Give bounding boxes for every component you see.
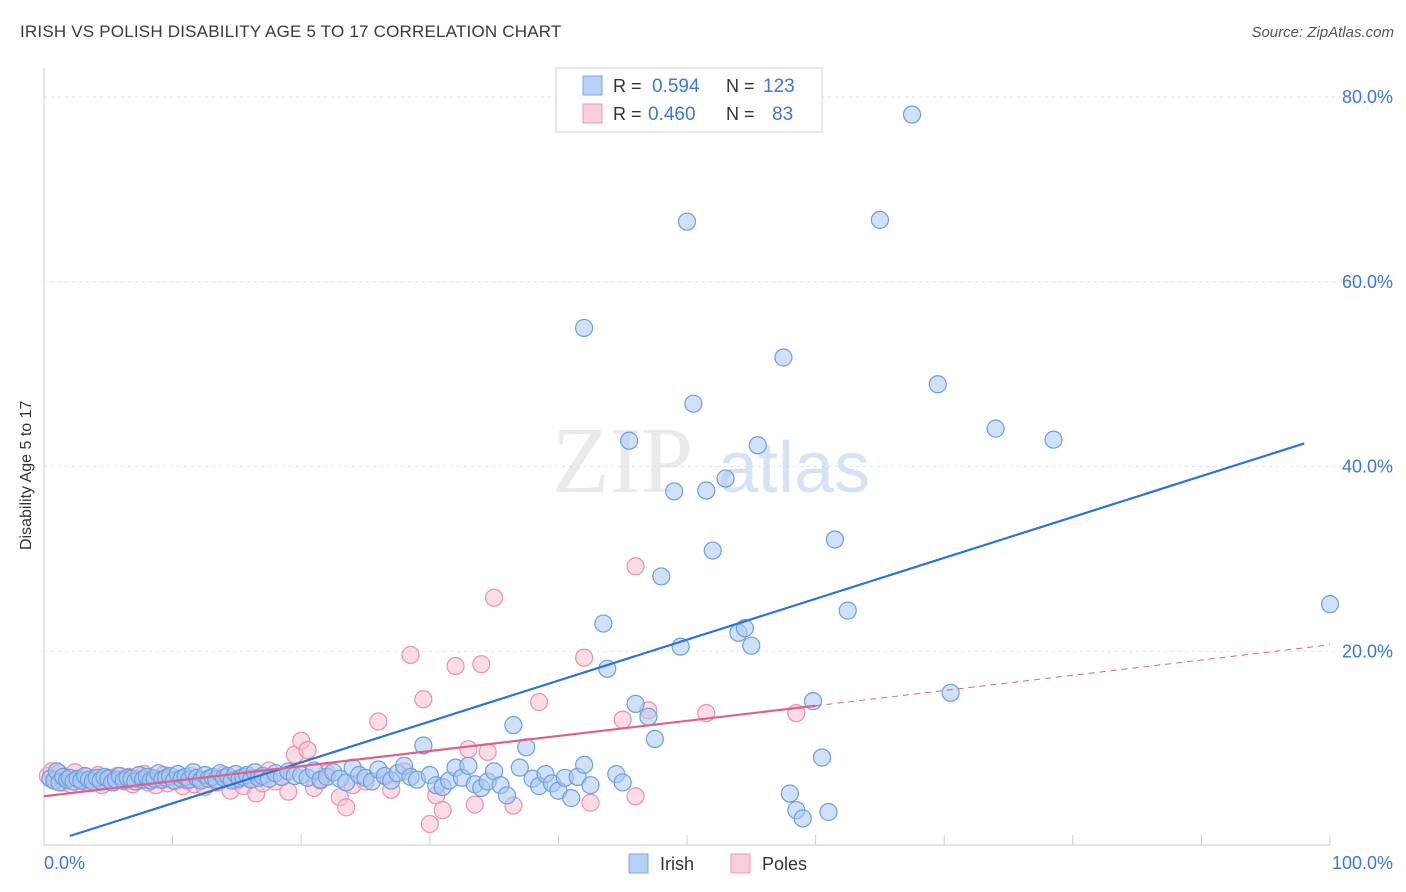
irish-point — [697, 481, 716, 500]
irish-point — [459, 756, 478, 775]
legend-poles-swatch — [582, 103, 603, 124]
legend-poles-r-value: 0.460 — [648, 104, 696, 125]
irish-point — [812, 748, 832, 767]
irish-point — [684, 394, 703, 413]
irish-point — [639, 707, 658, 726]
irish-point — [793, 809, 812, 828]
legend-irish-r-value: 0.594 — [652, 76, 700, 97]
poles-trendline-extension — [815, 644, 1331, 707]
x-tick-label-min: 0.0% — [44, 853, 85, 873]
bottom-legend-poles-label: Poles — [762, 854, 807, 874]
irish-point — [902, 105, 922, 124]
poles-point — [414, 690, 433, 709]
poles-series — [38, 557, 806, 834]
bottom-legend-poles-swatch — [730, 853, 751, 874]
legend-poles-n-label: N = — [726, 104, 755, 124]
poles-point — [459, 740, 478, 759]
grid-lines — [44, 96, 1392, 652]
legend-irish-n-value: 123 — [763, 76, 795, 97]
poles-point — [626, 787, 645, 806]
irish-point — [497, 786, 517, 805]
irish-point — [870, 210, 890, 229]
poles-point — [298, 740, 317, 760]
irish-point — [645, 729, 664, 749]
irish-point — [825, 530, 844, 549]
y-tick-label: 20.0% — [1342, 641, 1393, 661]
irish-point — [594, 614, 613, 633]
poles-point — [575, 648, 594, 667]
y-tick-label: 80.0% — [1342, 87, 1393, 107]
poles-point — [626, 557, 645, 576]
irish-point — [414, 736, 433, 755]
poles-point — [401, 645, 420, 665]
irish-point — [716, 469, 735, 488]
irish-point — [986, 419, 1005, 438]
irish-point — [510, 758, 529, 777]
legend-irish-n-label: N = — [726, 76, 755, 96]
irish-point — [819, 802, 838, 822]
bottom-legend-irish-swatch — [628, 853, 649, 874]
irish-point — [620, 431, 639, 450]
y-tick-label: 60.0% — [1342, 272, 1393, 292]
x-tick-label-max: 100.0% — [1332, 853, 1393, 873]
irish-point — [677, 212, 697, 231]
poles-point — [433, 801, 452, 820]
poles-point — [581, 793, 600, 812]
poles-point — [420, 814, 439, 834]
irish-trendline — [69, 442, 1305, 838]
poles-point — [465, 795, 484, 814]
irish-point — [838, 601, 857, 620]
watermark-atlas: atlas — [718, 428, 870, 508]
irish-point — [626, 694, 645, 714]
irish-point — [504, 716, 523, 735]
irish-point — [613, 773, 632, 792]
poles-trendline — [43, 704, 816, 798]
irish-point — [652, 567, 671, 586]
irish-point — [1044, 430, 1063, 449]
legend-poles-n-value: 83 — [772, 104, 793, 125]
legend-irish-r-label: R = — [613, 76, 642, 96]
poles-point — [446, 656, 465, 676]
series-legend: Irish Poles — [628, 853, 807, 874]
poles-point — [369, 712, 388, 731]
irish-point — [941, 683, 960, 702]
irish-point — [774, 348, 793, 367]
irish-point — [575, 318, 594, 338]
irish-point — [735, 619, 754, 638]
irish-point — [703, 541, 722, 560]
poles-point — [613, 710, 632, 729]
irish-point — [742, 636, 761, 655]
irish-point — [665, 482, 684, 501]
poles-point — [472, 655, 491, 674]
poles-point — [485, 588, 504, 607]
legend-poles-r-label: R = — [613, 104, 642, 124]
trendlines — [43, 442, 1331, 838]
chart-title: IRISH VS POLISH DISABILITY AGE 5 TO 17 C… — [20, 22, 562, 41]
irish-point — [1320, 595, 1340, 614]
irish-point — [575, 755, 594, 774]
source-label: Source: ZipAtlas.com — [1251, 24, 1394, 41]
irish-point — [928, 375, 947, 394]
y-tick-label: 40.0% — [1342, 457, 1393, 477]
legend-irish-swatch — [582, 75, 603, 96]
poles-point — [530, 692, 549, 712]
tick-labels: 20.0% 40.0% 60.0% 80.0% 0.0% 100.0% — [44, 87, 1393, 873]
correlation-legend: R = 0.594 N = 123 R = 0.460 N = 83 — [555, 67, 823, 133]
irish-point — [562, 789, 581, 808]
poles-point — [337, 798, 356, 817]
axes — [43, 68, 1331, 846]
irish-point — [581, 776, 600, 795]
irish-point — [748, 436, 767, 455]
bottom-legend-irish-label: Irish — [660, 854, 694, 874]
irish-point — [780, 784, 799, 803]
